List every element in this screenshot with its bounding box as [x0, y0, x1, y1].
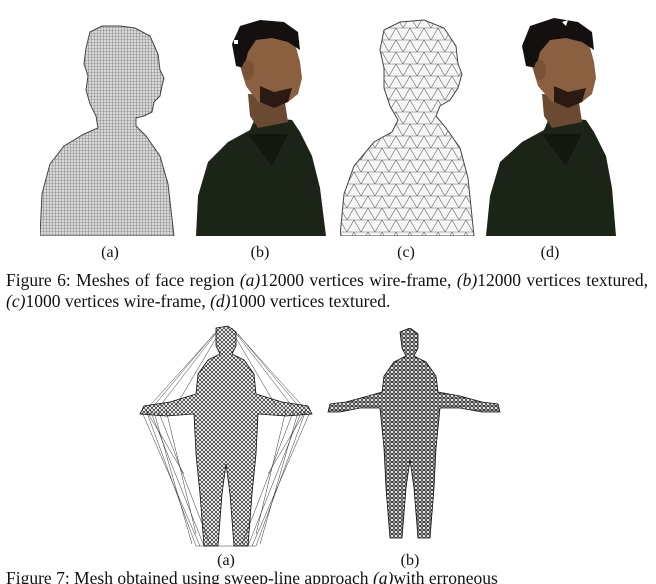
figure6-caption-d-label: (d) [210, 291, 231, 311]
figure6-caption-c-text: 1000 vertices wire-frame, [25, 291, 211, 311]
figure7-caption-a-text: with erroneous [393, 568, 498, 584]
figure6-sublabel-a: (a) [101, 244, 119, 261]
figure7-caption-prefix: Figure 7: Mesh obtained using sweep-line… [6, 568, 373, 584]
figure6-caption-b-label: (b) [456, 270, 478, 290]
figure7-panel-b-correct-mesh [326, 328, 504, 544]
figure6-caption: Figure 6: Meshes of face region (a)12000… [6, 270, 648, 312]
figure6-panel-d-textured-1000 [482, 16, 622, 236]
figure6-panel-c-wireframe-1000 [340, 16, 478, 236]
figure7-panel-a-erroneous-mesh [136, 324, 316, 550]
figure7-caption-a-label: (a) [372, 568, 394, 584]
figure6-panel-b-textured-12000 [188, 16, 328, 236]
figure6-panel-a-wireframe-12000 [40, 24, 175, 236]
figure6-sublabel-c: (c) [397, 244, 415, 261]
figure6-caption-prefix: Figure 6: Meshes of face region [6, 270, 240, 290]
figure7-caption-partial: Figure 7: Mesh obtained using sweep-line… [6, 568, 648, 584]
figure6-caption-a-text: 12000 vertices wire-frame, [260, 270, 457, 290]
figure6-caption-b-text: 12000 vertices textured, [477, 270, 648, 290]
figure6-caption-d-text: 1000 vertices textured. [230, 291, 391, 311]
figure7-sublabel-a: (a) [217, 552, 235, 569]
figure6-sublabel-d: (d) [540, 244, 560, 261]
figure7-sublabel-b: (b) [400, 552, 420, 569]
figure6-caption-c-label: (c) [6, 291, 26, 311]
figure6-sublabel-b: (b) [250, 244, 270, 261]
figure6-caption-a-label: (a) [239, 270, 261, 290]
